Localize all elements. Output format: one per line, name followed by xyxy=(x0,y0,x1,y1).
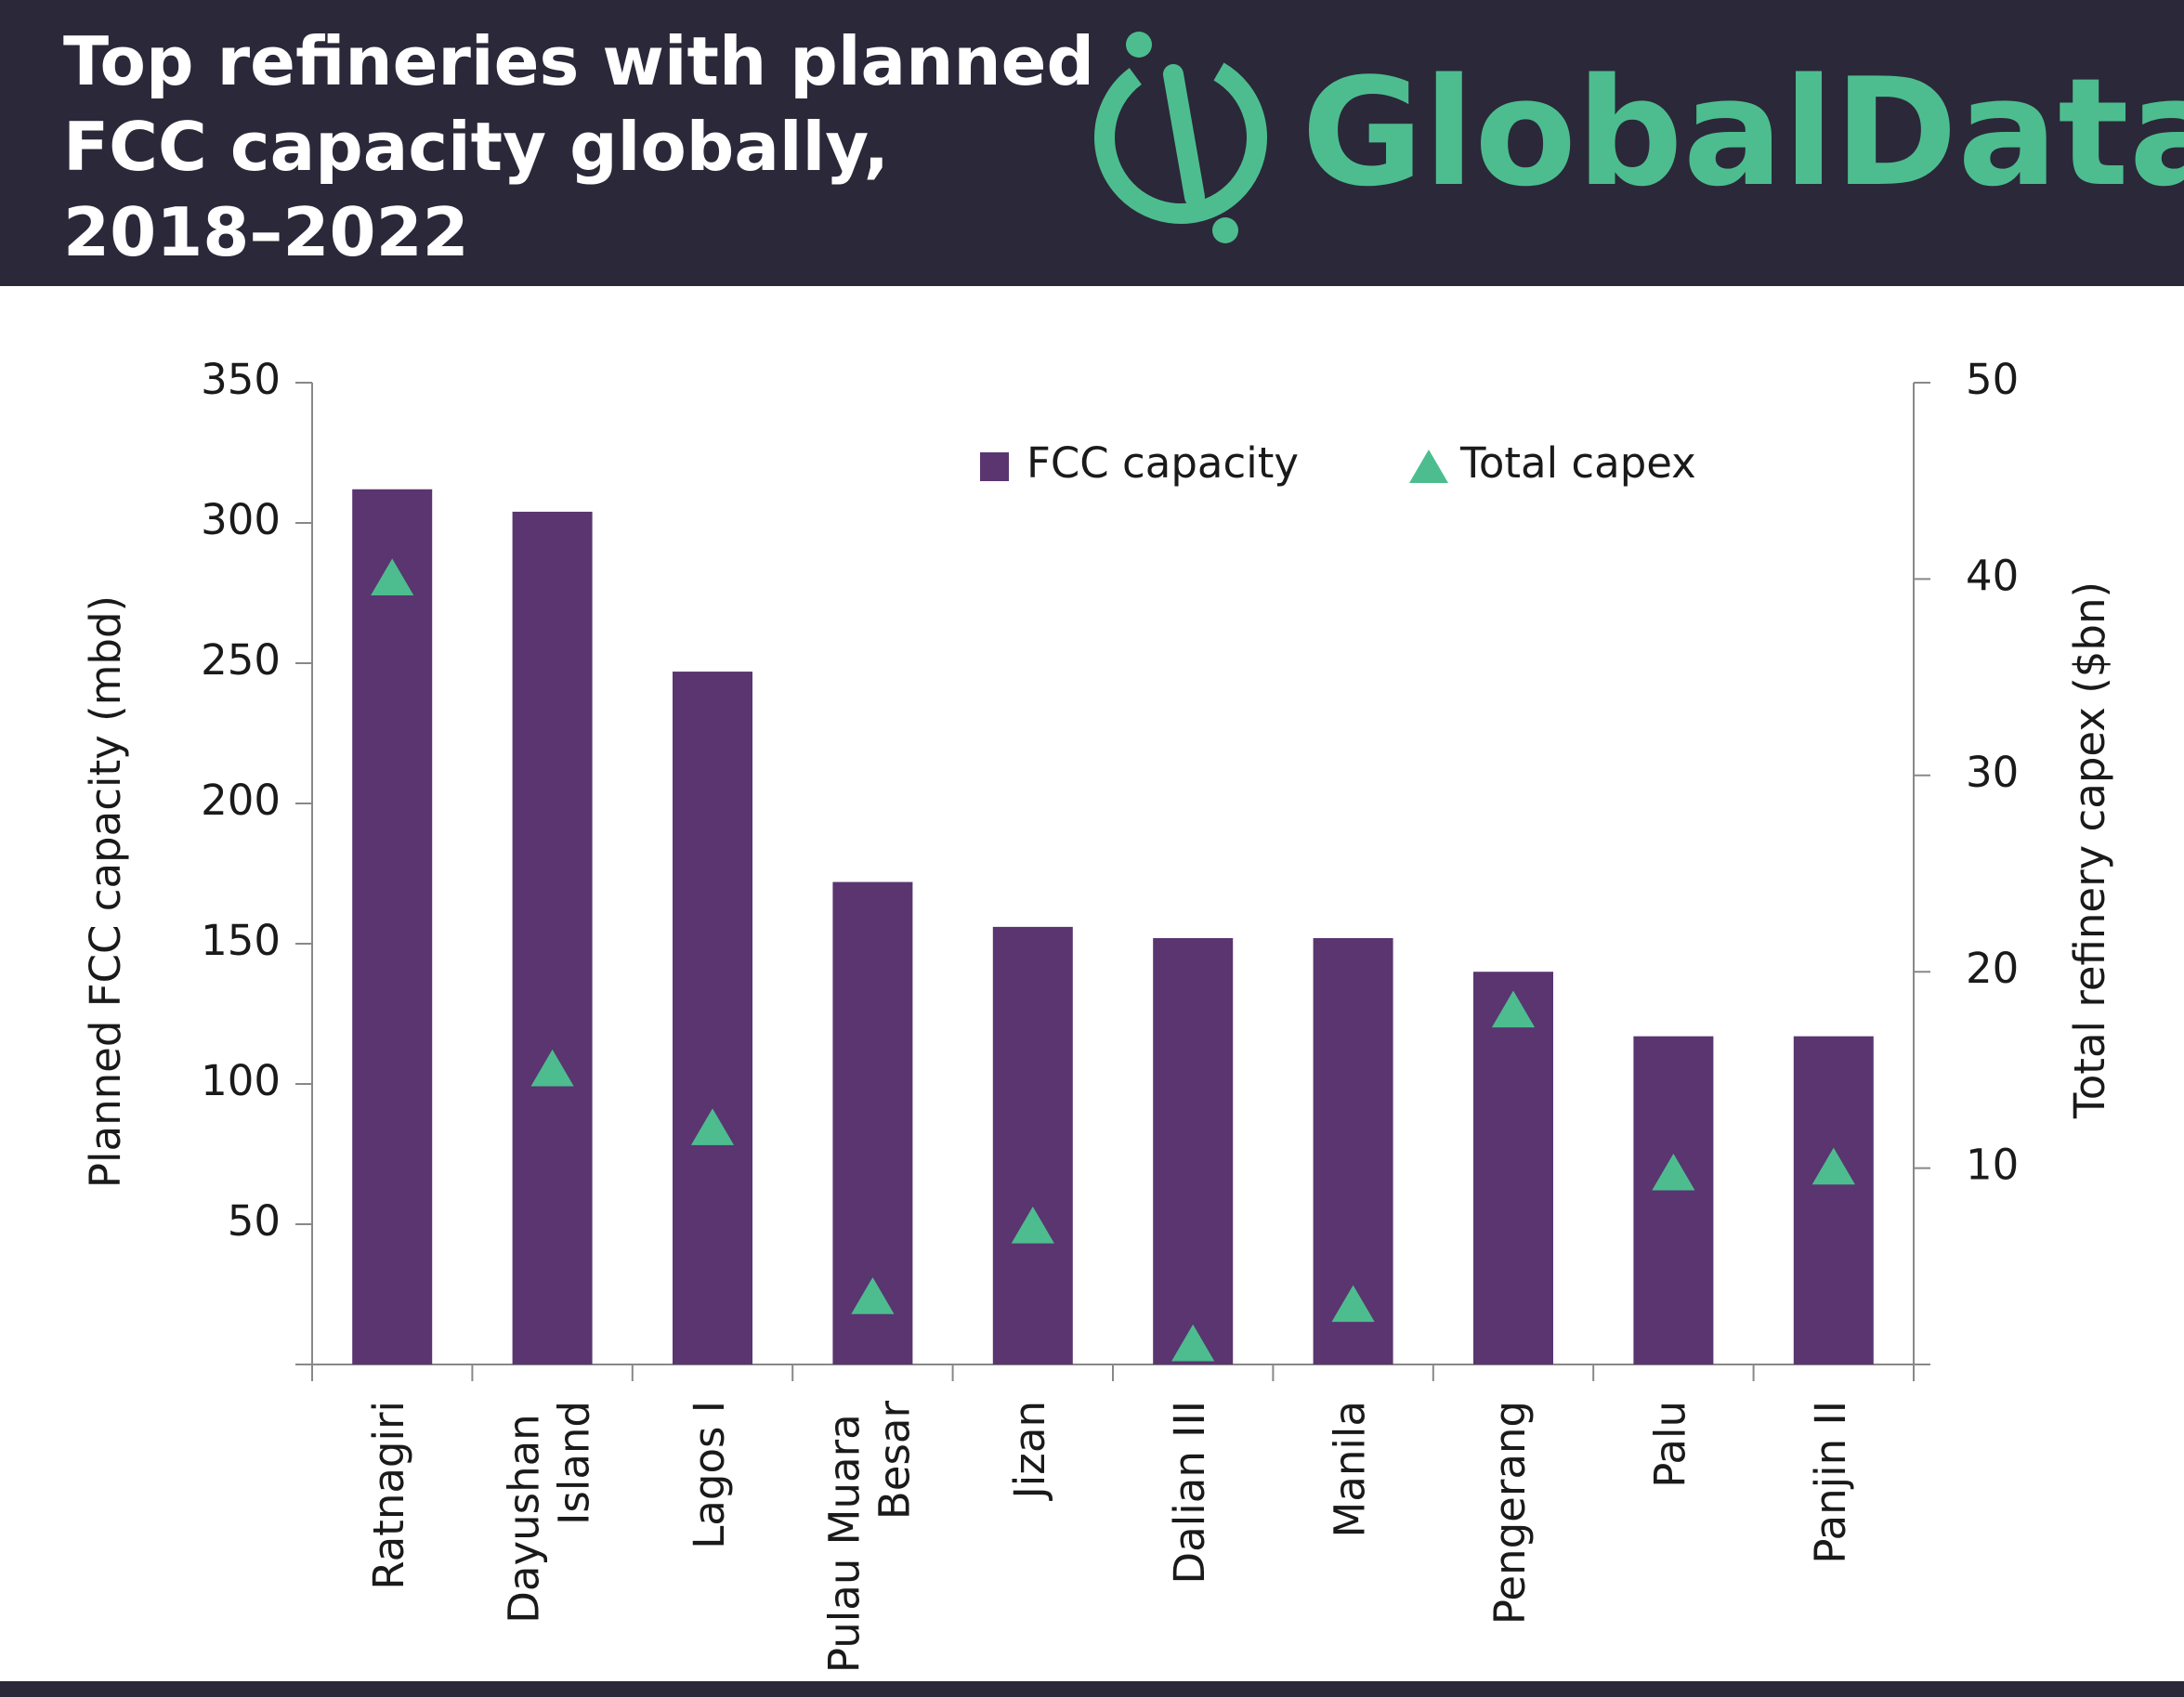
x-tick-label: Manila xyxy=(1326,1401,1375,1538)
capex-marker xyxy=(690,1108,735,1145)
y-tick-label: 50 xyxy=(228,1196,281,1246)
bar xyxy=(1153,937,1234,1364)
x-tick-label: Dalian III xyxy=(1165,1401,1214,1584)
y-tick-label: 350 xyxy=(201,355,281,404)
capex-marker xyxy=(1171,1324,1215,1362)
y2-axis-title: Total refinery capex ($bn) xyxy=(2065,581,2114,1119)
y2-tick-label: 10 xyxy=(1966,1141,2019,1190)
bar xyxy=(1793,1036,1874,1364)
x-tick-label: Panjin II xyxy=(1806,1401,1855,1564)
x-tick-label: Palu xyxy=(1645,1401,1694,1488)
y2-tick-label: 30 xyxy=(1966,748,2019,797)
x-tick-label-line: Dayushan xyxy=(500,1401,549,1624)
capex-marker xyxy=(1011,1207,1054,1244)
footer xyxy=(0,1681,2184,1697)
capex-marker xyxy=(1652,1153,1695,1191)
y-tick-label: 200 xyxy=(201,776,281,825)
legend-label: Total capex xyxy=(1459,438,1696,488)
x-tick-label: Lagos I xyxy=(685,1401,734,1549)
bar xyxy=(1473,972,1553,1364)
legend-label: FCC capacity xyxy=(1027,438,1299,488)
capex-marker xyxy=(1331,1285,1375,1323)
legend-swatch xyxy=(1409,450,1448,483)
x-tick-label: Ratnagiri xyxy=(364,1401,413,1590)
bar xyxy=(673,672,752,1364)
bar xyxy=(992,926,1073,1364)
x-tick-label: Dayushan Island xyxy=(500,1401,599,1624)
y2-tick-label: 50 xyxy=(1966,355,2019,404)
capex-marker xyxy=(1491,990,1536,1028)
y-tick-label: 300 xyxy=(201,495,281,544)
brand-text: GlobalData. xyxy=(1301,46,2184,219)
bar xyxy=(512,511,593,1364)
bar xyxy=(352,489,433,1364)
x-tick-label-line: Besar xyxy=(870,1401,919,1521)
y-tick-label: 100 xyxy=(201,1056,281,1105)
capex-marker xyxy=(371,558,414,595)
logo-dot xyxy=(1212,217,1238,243)
y-axis-title: Planned FCC capacity (mbd) xyxy=(81,595,130,1188)
x-tick-label-line: Island xyxy=(550,1401,599,1525)
x-tick-label-line: Pulau Muara xyxy=(819,1401,869,1673)
logo-dot xyxy=(1126,32,1152,58)
bar xyxy=(1633,1036,1714,1364)
y-tick-label: 150 xyxy=(201,916,281,965)
x-tick-label: Jizan xyxy=(1005,1401,1054,1502)
capex-marker xyxy=(530,1049,574,1087)
header: Top refineries with planned FCC capacity… xyxy=(0,0,2184,286)
capex-marker xyxy=(1811,1147,1855,1185)
logo-ring xyxy=(1094,50,1267,224)
x-tick-label: Pengerang xyxy=(1485,1401,1535,1625)
y2-tick-label: 40 xyxy=(1966,551,2019,600)
y-tick-label: 250 xyxy=(201,635,281,685)
chart-title: Top refineries with planned FCC capacity… xyxy=(63,22,1094,271)
legend-swatch xyxy=(980,452,1009,481)
capex-marker xyxy=(851,1277,895,1314)
logo-bar xyxy=(1163,64,1205,207)
brand-logo: GlobalData. xyxy=(1094,32,2184,243)
y2-tick-label: 20 xyxy=(1966,944,2019,993)
x-tick-label: Pulau Muara Besar xyxy=(819,1401,919,1674)
